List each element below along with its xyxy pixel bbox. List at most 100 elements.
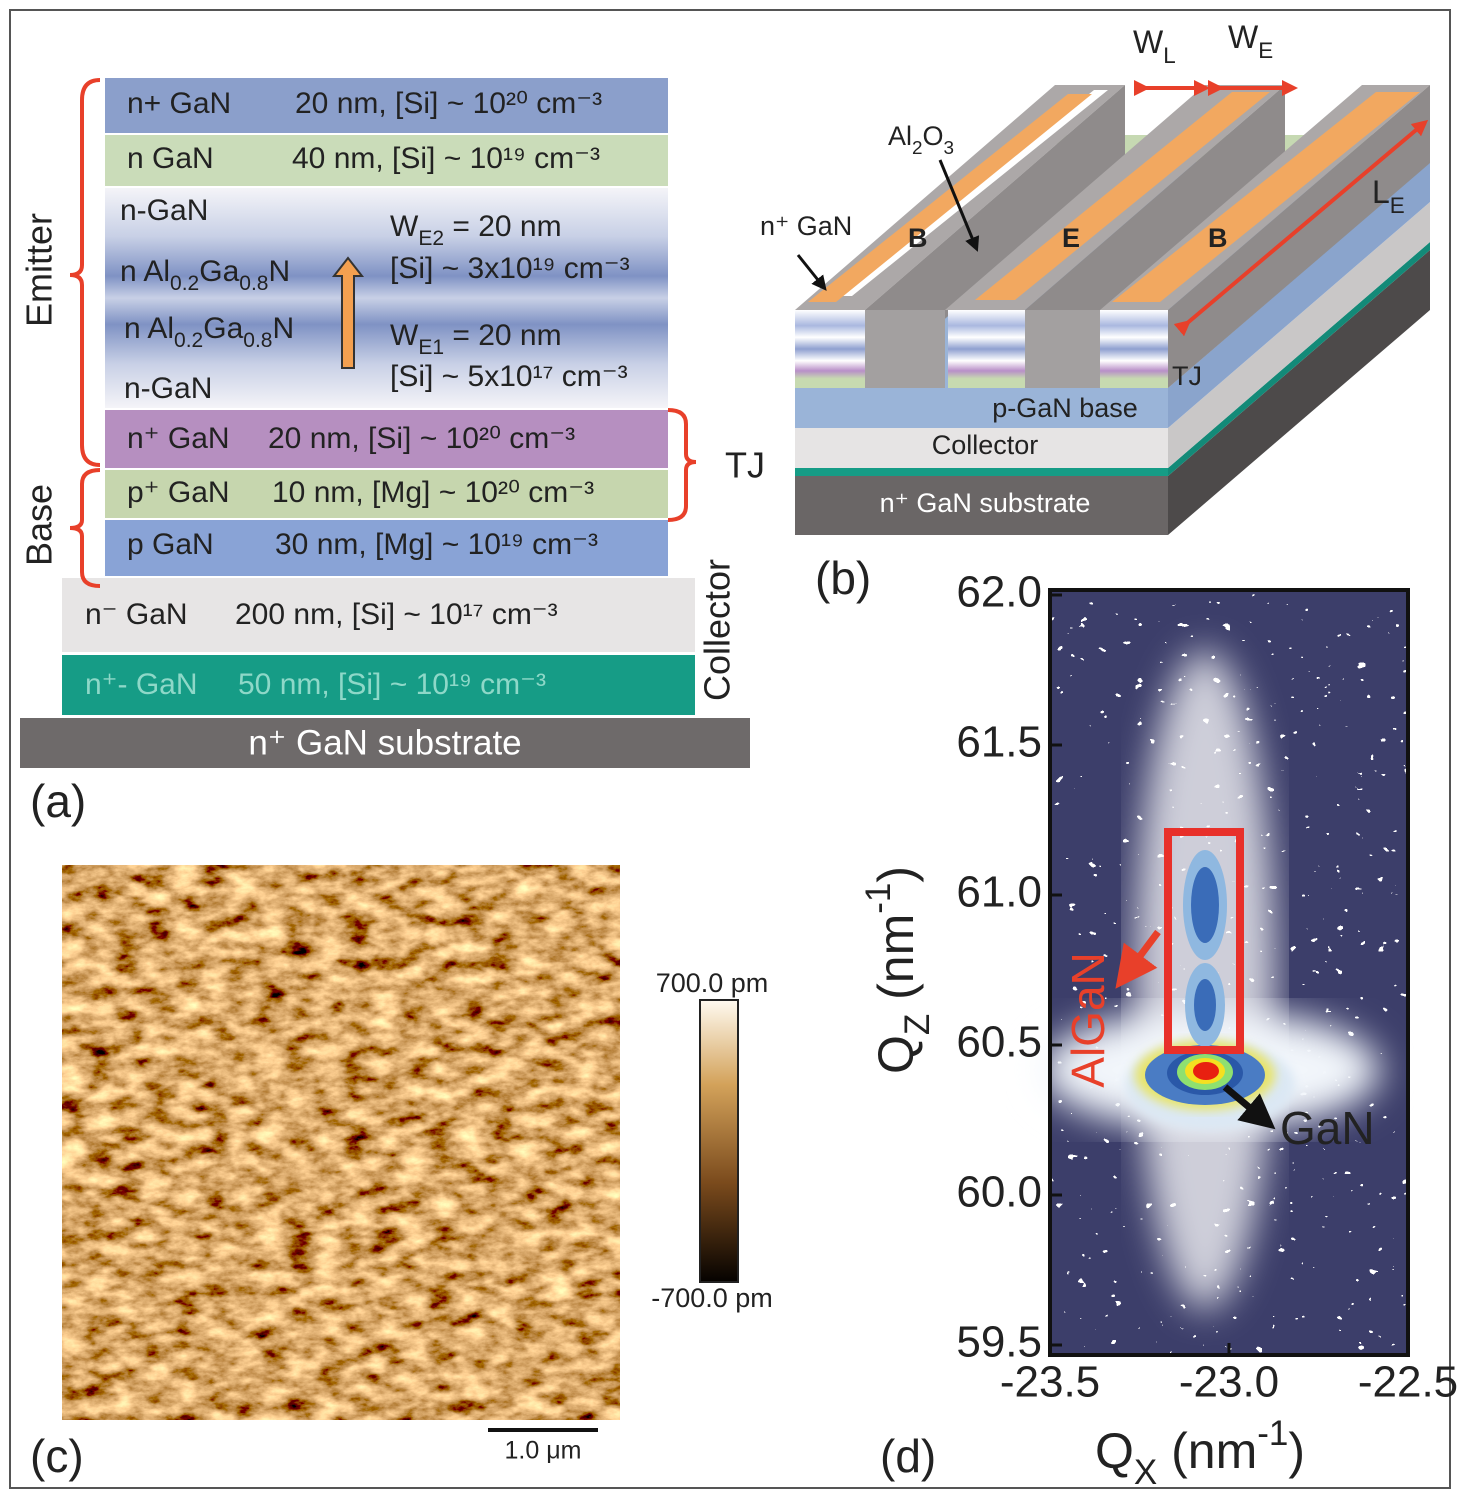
layer-label: TJ <box>1172 361 1202 391</box>
shape <box>798 255 822 285</box>
shape <box>1025 310 1100 388</box>
figure: n+ GaN 20 nm, [Si] ~ 10²⁰ cm⁻³ n GaN 40 … <box>0 0 1461 1494</box>
bracket-label: Emitter <box>19 213 60 327</box>
y-tick-label: 61.5 <box>956 718 1042 767</box>
shape <box>865 310 945 388</box>
x-tick-label: -23.5 <box>1000 1358 1100 1407</box>
shape <box>795 310 865 388</box>
text-part: 3 <box>944 138 955 159</box>
shape <box>70 470 100 586</box>
shape <box>948 310 1025 388</box>
x-tick-label: -22.5 <box>1358 1358 1458 1407</box>
layer-name: p GaN <box>127 528 214 561</box>
panel-c: 700.0 pm -700.0 pm 1.0 μm (c) <box>30 865 773 1482</box>
text-part: 0.2 <box>174 329 203 352</box>
text-part: 0.2 <box>170 272 199 295</box>
text-part: W <box>390 210 419 243</box>
shape <box>1193 1062 1219 1080</box>
contact-label: E <box>1062 223 1080 253</box>
contact-label: B <box>908 223 928 253</box>
afm-image <box>62 865 620 1420</box>
text-part: N <box>268 255 290 288</box>
layer-spec: 50 nm, [Si] ~ 10¹⁹ cm⁻³ <box>238 668 546 701</box>
layer-name: p⁺ GaN <box>127 476 230 509</box>
layer-spec: 10 nm, [Mg] ~ 10²⁰ cm⁻³ <box>272 476 594 509</box>
layer-spec: [Si] ~ 5x10¹⁷ cm⁻³ <box>390 360 628 393</box>
layer-spec: 200 nm, [Si] ~ 10¹⁷ cm⁻³ <box>235 598 558 631</box>
text-part: W <box>1133 24 1164 60</box>
layer-name: n GaN <box>127 142 214 175</box>
text-part: = 20 nm <box>444 319 562 352</box>
text-part: Ga <box>203 312 243 345</box>
colorbar <box>700 1000 738 1282</box>
text-part: n Al <box>124 312 174 345</box>
text-part: -1 <box>1257 1414 1288 1453</box>
shape <box>668 410 696 520</box>
text-part: ) <box>1288 1423 1305 1479</box>
text-part: L <box>1372 174 1390 210</box>
layer-spec: 30 nm, [Mg] ~ 10¹⁹ cm⁻³ <box>275 528 598 561</box>
material-label: Al2O3 <box>888 121 954 158</box>
y-tick-label: 61.0 <box>956 868 1042 917</box>
layer-label: n⁺ GaN substrate <box>880 488 1091 518</box>
layer-name: n+ GaN <box>127 87 231 120</box>
y-tick-label: 60.5 <box>956 1018 1042 1067</box>
layer-name: n-GaN <box>120 194 208 227</box>
layer-spec: 20 nm, [Si] ~ 10²⁰ cm⁻³ <box>268 422 575 455</box>
text-part: W <box>390 319 419 352</box>
scale-bar-label: 1.0 μm <box>505 1437 582 1465</box>
panel-label: (d) <box>880 1430 936 1482</box>
text-part: E2 <box>418 227 444 250</box>
text-part: -1 <box>859 883 898 914</box>
y-tick-label: 60.0 <box>956 1168 1042 1217</box>
panel-label: (c) <box>30 1430 84 1482</box>
text-part: ) <box>868 866 924 883</box>
layer-name: n⁻ GaN <box>85 598 188 631</box>
text-part: O <box>923 121 944 151</box>
peak-label: GaN <box>1280 1102 1375 1154</box>
y-tick-label: 62.0 <box>956 568 1042 617</box>
text-part: Al <box>888 121 912 151</box>
bracket-label: Base <box>19 484 60 566</box>
text-part: 0.8 <box>239 272 268 295</box>
layer-spec: 20 nm, [Si] ~ 10²⁰ cm⁻³ <box>295 87 602 120</box>
panel-b: WL WE LE Al2O3 n⁺ GaN B E B TJ p-GaN bas… <box>760 19 1430 604</box>
text-part: Q <box>868 1035 924 1074</box>
text-part: L <box>1163 43 1175 68</box>
shape <box>1191 867 1219 943</box>
panel-label: (a) <box>30 775 86 827</box>
text-part: E1 <box>418 336 444 359</box>
panel-a: n+ GaN 20 nm, [Si] ~ 10²⁰ cm⁻³ n GaN 40 … <box>19 78 765 827</box>
layer-label: p-GaN base <box>992 393 1138 423</box>
peak-label: AlGaN <box>1062 952 1114 1087</box>
text-part: 2 <box>912 138 923 159</box>
text-part: = 20 nm <box>444 210 562 243</box>
shape <box>1194 979 1216 1031</box>
text-part: 0.8 <box>243 329 272 352</box>
substrate-label: n⁺ GaN substrate <box>248 723 521 762</box>
contact-label: B <box>1208 223 1228 253</box>
dimension-label: WE <box>1228 19 1273 63</box>
panel-label: (b) <box>815 552 871 604</box>
text-part: Ga <box>199 255 239 288</box>
text-part: n Al <box>120 255 170 288</box>
text-part: E <box>1258 38 1273 63</box>
material-label: n⁺ GaN <box>760 211 852 241</box>
text-part: W <box>1228 19 1259 55</box>
layer-spec: 40 nm, [Si] ~ 10¹⁹ cm⁻³ <box>292 142 600 175</box>
layer-spec: [Si] ~ 3x10¹⁹ cm⁻³ <box>390 252 630 285</box>
text-part: X <box>1134 1453 1157 1492</box>
x-tick-label: -23.0 <box>1179 1358 1279 1407</box>
text-part: Q <box>1095 1423 1134 1479</box>
text-part: E <box>1390 193 1405 218</box>
dimension-label: WL <box>1133 24 1176 68</box>
colorbar-label: -700.0 pm <box>651 1283 773 1313</box>
shape <box>1100 310 1168 388</box>
layer-name: n⁺- GaN <box>85 668 198 701</box>
layer-name: n-GaN <box>124 372 212 405</box>
layer-name: n⁺ GaN <box>127 422 230 455</box>
colorbar-label: 700.0 pm <box>656 968 769 998</box>
x-axis-label: QX (nm-1) <box>1095 1414 1305 1492</box>
bracket-label: Collector <box>697 559 738 701</box>
text-part: N <box>272 312 294 345</box>
